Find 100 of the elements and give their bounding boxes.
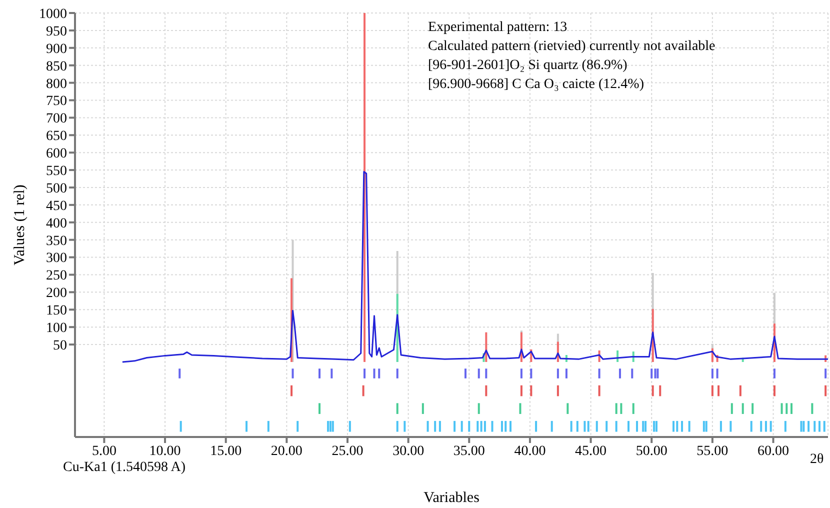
text: 2θ: [810, 452, 824, 468]
bar: [332, 420, 334, 432]
bar: [296, 420, 299, 432]
y-tick-label: 350: [46, 234, 67, 249]
annotation: [96-901-2601]O₂ Si quartz (86.9%): [428, 57, 628, 75]
bar: [510, 420, 512, 432]
bar: [404, 420, 406, 432]
bar: [364, 368, 366, 378]
bar: [790, 403, 793, 414]
bar: [570, 420, 572, 432]
bar: [491, 420, 494, 432]
bar: [823, 420, 826, 432]
bar: [530, 368, 532, 378]
y-tick-label: 250: [46, 268, 67, 284]
bar: [598, 385, 600, 396]
bar: [422, 403, 424, 414]
y-tick-label: 600: [46, 146, 67, 162]
bar: [292, 368, 294, 378]
bar: [786, 403, 788, 414]
bar: [480, 420, 482, 432]
bar: [750, 420, 752, 432]
bar: [556, 368, 559, 378]
bar: [802, 420, 805, 432]
bar: [426, 420, 429, 432]
x-tick-label: 5.00: [92, 444, 116, 459]
bar: [811, 403, 814, 414]
x-tick-label: 35.00: [453, 444, 485, 459]
bar: [520, 385, 522, 396]
y-axis-title: Values (1 rel): [12, 184, 28, 266]
bar: [519, 403, 522, 414]
bar: [587, 420, 590, 432]
x-tick-label: 50.00: [636, 444, 668, 459]
bar: [485, 385, 488, 396]
bar: [818, 420, 820, 432]
x-tick-label: 25.00: [332, 444, 364, 459]
bar: [652, 385, 654, 396]
bar: [460, 420, 463, 432]
y-tick-label: 750: [46, 94, 67, 110]
bar: [267, 420, 270, 432]
bar: [576, 420, 578, 432]
bar: [362, 385, 364, 396]
bar: [396, 368, 398, 378]
bar: [330, 368, 333, 378]
bar: [556, 385, 559, 396]
bar: [656, 368, 659, 378]
bar: [373, 368, 376, 378]
bar: [520, 368, 522, 378]
y-tick-label: 700: [46, 112, 67, 127]
bar: [565, 368, 568, 378]
bar: [485, 368, 488, 378]
bar: [650, 368, 653, 378]
bar: [718, 385, 720, 396]
bar: [178, 368, 181, 378]
bar: [476, 420, 479, 432]
bar: [770, 420, 772, 432]
bar: [364, 13, 366, 362]
bar: [615, 420, 618, 432]
bar: [468, 420, 470, 432]
bar: [642, 420, 644, 432]
annotation: [96.900-9668] C Ca O₃ caicte (12.4%): [428, 76, 645, 94]
x-tick-label: 10.00: [149, 444, 181, 459]
bar: [584, 420, 586, 432]
x-tick-label: 40.00: [514, 444, 546, 459]
bar: [644, 420, 647, 432]
annotation: Calculated pattern (rietvied) currently not available: [428, 38, 716, 56]
bar: [615, 403, 618, 414]
bar: [535, 420, 538, 432]
bar: [396, 420, 398, 432]
bar: [800, 420, 802, 432]
bar: [478, 403, 480, 414]
bar: [824, 385, 827, 396]
y-tick-label: 650: [46, 129, 67, 144]
bar: [631, 368, 634, 378]
y-tick-label: 400: [46, 216, 67, 232]
bar: [396, 403, 398, 414]
x-tick-label: 20.00: [270, 444, 302, 459]
bar: [632, 403, 634, 414]
bar: [454, 420, 456, 432]
y-tick-label: 800: [46, 76, 67, 92]
bar: [659, 385, 662, 396]
bar: [434, 420, 436, 432]
y-tick-label: 500: [46, 181, 67, 196]
annotation: Experimental pattern: 13: [428, 19, 568, 37]
y-tick-label: 150: [46, 304, 67, 319]
bar: [716, 368, 718, 378]
bar: [180, 420, 182, 432]
bar: [773, 368, 776, 378]
y-tick-label: 900: [46, 42, 67, 57]
y-tick-label: 550: [46, 164, 67, 180]
y-tick-label: 50: [53, 338, 67, 354]
bar: [348, 420, 351, 432]
bar: [464, 368, 466, 378]
bar: [808, 420, 810, 432]
bar: [764, 420, 767, 432]
bar: [327, 420, 330, 432]
x-tick-label: 30.00: [392, 444, 424, 459]
bar: [329, 420, 332, 432]
y-tick-label: 200: [46, 286, 67, 302]
bar: [478, 368, 480, 378]
bar: [438, 420, 441, 432]
